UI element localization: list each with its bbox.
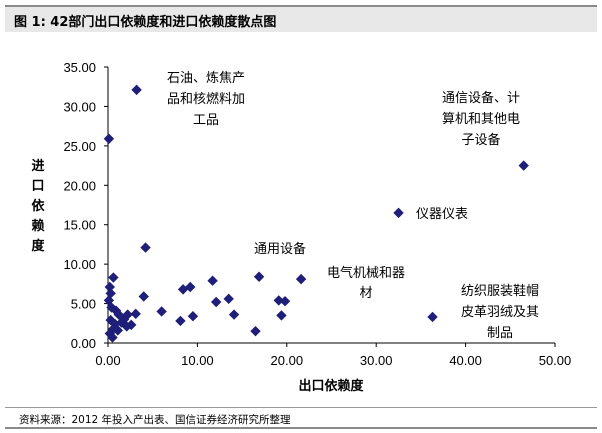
scatter-point [105,288,116,299]
annotation-line: 纺织服装鞋帽 [461,283,539,299]
scatter-point [138,291,149,302]
y-axis-title: 进口依赖度 [31,159,45,254]
scatter-point [427,311,438,323]
y-tick-label: 25.00 [63,139,96,154]
scatter-point [228,309,240,320]
annotation-line: 皮革羽绒及其 [461,305,539,320]
scatter-point [131,84,142,96]
y-tick-label: 10.00 [63,257,96,272]
x-tick-label: 30.00 [360,353,393,368]
annotation-line: 工品 [193,113,219,128]
scatter-point [126,319,137,331]
scatter-point [207,275,218,286]
x-tick-label: 40.00 [449,353,482,368]
annotation-line: 通信设备、计 [442,90,520,106]
scatter-point [223,293,234,305]
scatter-point [253,271,265,282]
x-tick-label: 20.00 [271,353,304,368]
scatter-point [210,296,222,308]
scatter-point [106,302,117,313]
scatter-point [107,332,118,343]
scatter-point [130,308,141,320]
annotation-line: 石油、炼焦产 [167,71,245,86]
y-tick-label: 15.00 [63,218,96,233]
source-note: 资料来源：2012 年投入产出表、国信证券经济研究所整理 [19,414,291,426]
scatter-point [393,207,404,219]
scatter-point [104,281,115,293]
scatter-point [103,295,115,306]
figure-title: 图 1: 42部门出口依赖度和进口依赖度散点图 [14,15,277,30]
annotation-line: 通用设备 [254,241,306,257]
scatter-points [103,84,529,343]
scatter-point [121,321,132,332]
scatter-point [185,281,196,293]
x-tick-label: 50.00 [539,353,572,368]
scatter-point [279,296,291,307]
annotation-line: 电气机械和器 [327,265,405,281]
x-axis-title: 出口依赖度 [298,378,364,394]
y-tick-label: 5.00 [71,297,96,312]
scatter-point [140,242,151,253]
x-tick-label: 0.00 [95,353,120,368]
y-tick-label: 20.00 [63,178,96,193]
annotation-line: 材 [359,286,372,301]
chart-axes: 0.00 5.00 10.00 15.00 20.00 25.00 30.00 35.00 0.… [31,60,571,394]
scatter-point [103,133,115,144]
annotation-line: 子设备 [461,132,500,148]
y-tick-label: 30.00 [63,99,96,114]
scatter-point [273,295,284,306]
annotation-line: 算机和其他电 [442,112,520,127]
scatter-point [108,272,119,283]
scatter-point [112,325,124,336]
figure-header: 图 1: 42部门出口依赖度和进口依赖度散点图 [5,5,597,32]
scatter-point [175,315,186,327]
scatter-point [187,310,199,322]
x-tick-label: 10.00 [181,353,214,368]
scatter-point [276,310,287,321]
y-tick-label: 0.00 [71,336,96,351]
scatter-point [156,306,167,317]
annotation-line: 仪器仪表 [416,207,468,222]
annotation-line: 制品 [487,326,513,341]
scatter-point [518,160,529,171]
figure-footer: 资料来源：2012 年投入产出表、国信证券经济研究所整理 [5,407,597,429]
annotation-line: 品和核燃料加 [167,91,245,107]
scatter-point [113,309,124,320]
scatter-point [250,325,261,337]
y-tick-label: 35.00 [63,60,96,75]
scatter-point [295,273,307,285]
